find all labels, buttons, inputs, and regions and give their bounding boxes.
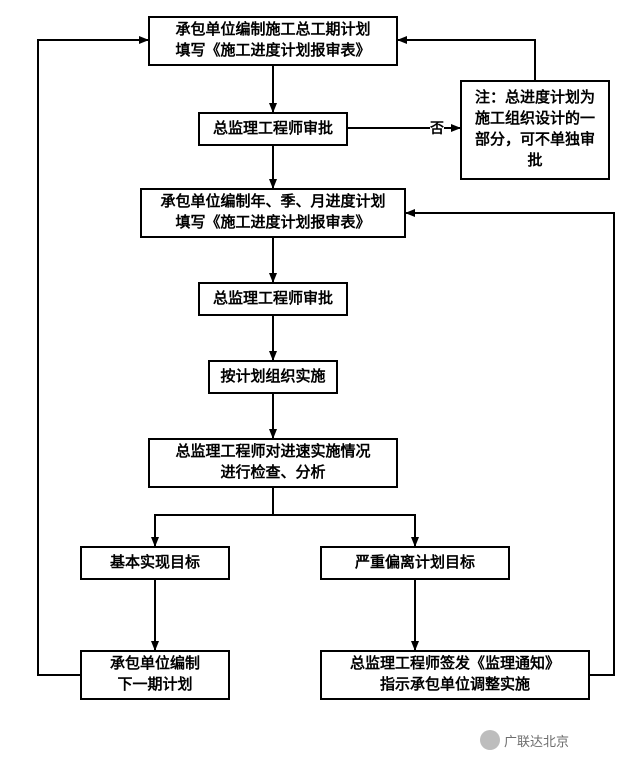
flowchart-node-n11: 总监理工程师签发《监理通知》 指示承包单位调整实施 xyxy=(320,650,590,700)
flowchart-canvas: 承包单位编制施工总工期计划 填写《施工进度计划报审表》总监理工程师审批 注：总进度… xyxy=(0,0,640,777)
node-label: 按计划组织实施 xyxy=(220,367,325,388)
flowchart-node-n10: 承包单位编制 下一期计划 xyxy=(80,650,230,700)
flowchart-node-n4: 承包单位编制年、季、月进度计划 填写《施工进度计划报审表》 xyxy=(140,188,406,238)
node-label: 总监理工程师对进速实施情况 进行检查、分析 xyxy=(175,442,370,484)
flowchart-node-n3: 注：总进度计划为施工组织设计的一部分，可不单独审批 xyxy=(460,80,610,180)
flowchart-node-n7: 总监理工程师对进速实施情况 进行检查、分析 xyxy=(148,438,398,488)
edge-e12 xyxy=(406,213,614,675)
node-label: 严重偏离计划目标 xyxy=(355,553,475,574)
flowchart-node-n8: 基本实现目标 xyxy=(80,546,230,580)
node-label: 承包单位编制施工总工期计划 填写《施工进度计划报审表》 xyxy=(175,20,370,62)
flowchart-node-n1: 承包单位编制施工总工期计划 填写《施工进度计划报审表》 xyxy=(148,16,398,66)
flowchart-node-n9: 严重偏离计划目标 xyxy=(320,546,510,580)
node-label: 注：总进度计划为施工组织设计的一部分，可不单独审批 xyxy=(470,88,600,172)
edge-e2b xyxy=(398,40,535,80)
edge-e7 xyxy=(155,488,273,546)
edge-e8 xyxy=(273,488,415,546)
watermark-text: 广联达北京 xyxy=(504,731,569,750)
watermark-icon xyxy=(480,730,500,750)
node-label: 基本实现目标 xyxy=(110,553,200,574)
flowchart-node-n2: 总监理工程师审批 xyxy=(198,112,348,146)
node-label: 承包单位编制 下一期计划 xyxy=(110,654,200,696)
node-label: 总监理工程师签发《监理通知》 指示承包单位调整实施 xyxy=(350,654,560,696)
node-label: 总监理工程师审批 xyxy=(213,119,333,140)
edge-label-e2: 否 xyxy=(430,118,444,138)
node-label: 承包单位编制年、季、月进度计划 填写《施工进度计划报审表》 xyxy=(160,192,385,234)
flowchart-node-n5: 总监理工程师审批 xyxy=(198,282,348,316)
node-label: 总监理工程师审批 xyxy=(213,289,333,310)
watermark: 广联达北京 xyxy=(480,730,569,750)
flowchart-node-n6: 按计划组织实施 xyxy=(208,360,338,394)
